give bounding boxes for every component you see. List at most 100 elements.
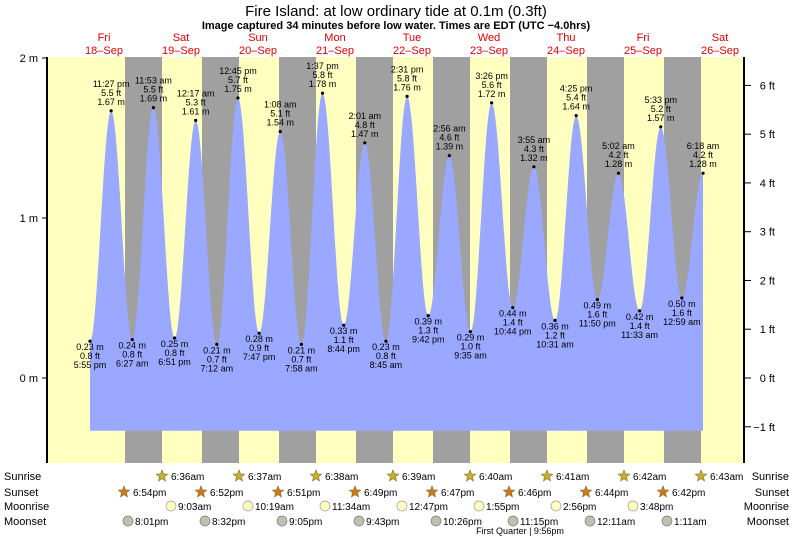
sunrise-time: 6:40am (479, 472, 512, 483)
sunset-time: 6:51pm (287, 488, 320, 499)
day-date: 19–Sep (162, 45, 200, 57)
tide-ft-label: 0.8 ft (80, 351, 101, 361)
left-axis-meters: 2 m 1 m 0 m (20, 53, 48, 385)
footer-row-label-left: Sunrise (4, 471, 41, 483)
tide-ft-label: 0.8 ft (376, 351, 397, 361)
tide-time-label: 6:18 am (687, 141, 720, 151)
tide-ft-label: 0.8 ft (165, 348, 186, 358)
tide-time-label: 2:31 pm (391, 64, 424, 74)
sunset-star-icon (579, 485, 593, 498)
high-tide-point (320, 91, 325, 95)
left-axis-line (46, 57, 48, 463)
tide-time-label: 12:17 am (177, 88, 215, 98)
tide-ft-label: 0.8 ft (122, 350, 143, 360)
tide-ft-label: 5.8 ft (397, 73, 418, 83)
moonrise-time: 3:48pm (640, 502, 673, 513)
tide-time-label: 12:45 pm (219, 66, 257, 76)
tide-time-label: 8:45 am (370, 360, 403, 370)
moonrise-time: 9:03am (178, 502, 211, 513)
tide-m-label: 0.29 m (457, 333, 485, 343)
low-tide-point (637, 309, 642, 313)
tide-time-label: 2:01 am (349, 111, 382, 121)
footer-row-label-right: Moonrise (744, 501, 789, 513)
low-tide-point (299, 342, 303, 346)
tide-time-label: 12:59 am (663, 317, 701, 327)
sunset-time: 6:52pm (210, 488, 243, 499)
left-tick-label: 1 m (20, 213, 38, 225)
moonset-time: 9:05pm (289, 517, 322, 528)
moonset-icon (507, 515, 519, 527)
moonset-icon (661, 515, 673, 527)
tide-time-label: 11:50 pm (579, 319, 616, 329)
day-name: Tue (403, 32, 422, 44)
tide-ft-label: 1.4 ft (503, 318, 524, 328)
sunset-star-icon (117, 485, 131, 498)
left-tick-label: 2 m (20, 53, 38, 65)
tide-m-label: 0.21 m (203, 345, 231, 355)
moonset-icon (199, 515, 211, 527)
sunset-star-icon (656, 485, 670, 498)
moonset-time: 1:11am (674, 517, 707, 528)
sunrise-time: 6:36am (171, 472, 204, 483)
moonset-time: 9:43pm (366, 517, 399, 528)
tide-time-label: 10:31 am (536, 339, 574, 349)
moon-phase: First Quarter | 9:56pm (476, 526, 564, 536)
sunrise-time: 6:41am (556, 472, 589, 483)
tide-ft-label: 0.7 ft (207, 354, 228, 364)
tide-time-label: 11:27 pm (93, 79, 130, 89)
tide-time-label: 2:56 am (433, 124, 466, 134)
right-tick-label: 0 ft (760, 373, 775, 385)
tide-time-label: 7:47 pm (243, 352, 276, 362)
sunrise-star-icon (386, 469, 400, 482)
day-name: Sat (712, 32, 729, 44)
low-tide-point (215, 342, 219, 346)
moonrise-icon (319, 500, 331, 512)
tide-time-label: 9:35 am (454, 351, 487, 361)
tide-ft-label: 5.7 ft (228, 75, 249, 85)
tide-ft-label: 4.6 ft (439, 133, 460, 143)
tide-ft-label: 5.2 ft (651, 104, 672, 114)
tide-ft-label: 1.4 ft (630, 321, 651, 331)
low-tide-point (172, 336, 177, 340)
right-tick-label: 4 ft (760, 178, 775, 190)
tide-ft-label: 5.3 ft (186, 97, 207, 107)
sunset-star-icon (271, 485, 285, 498)
tide-ft-label: 5.4 ft (566, 93, 587, 103)
footer-row-label-left: Sunset (4, 487, 38, 499)
day-name: Fri (98, 32, 111, 44)
sunset-time: 6:46pm (518, 488, 551, 499)
high-tide-point (447, 154, 451, 158)
sunset-time: 6:54pm (133, 488, 166, 499)
day-name: Wed (478, 32, 500, 44)
tide-m-label: 0.23 m (76, 342, 104, 352)
tide-ft-label: 5.6 ft (482, 80, 503, 90)
tide-ft-label: 5.5 ft (143, 85, 164, 95)
right-axis-line (743, 57, 745, 463)
tide-ft-label: 4.2 ft (608, 150, 629, 160)
tide-ft-label: 4.8 ft (355, 120, 376, 130)
tide-m-label: 1.47 m (351, 129, 379, 139)
right-tick-label: 6 ft (760, 80, 775, 92)
tide-time-label: 1:37 pm (306, 61, 339, 71)
tide-m-label: 1.72 m (478, 89, 506, 99)
moonset-time: 12:11am (597, 517, 635, 528)
footer-row-label-right: Sunset (755, 487, 789, 499)
tide-m-label: 1.76 m (393, 82, 421, 92)
tide-time-label: 9:42 pm (412, 335, 445, 345)
tide-time-label: 10:44 pm (494, 327, 532, 337)
sunrise-time: 6:37am (248, 472, 281, 483)
footer-row-label-right: Sunrise (752, 471, 789, 483)
high-tide-point (532, 165, 536, 169)
moonrise-time: 12:47pm (409, 502, 448, 513)
tide-time-label: 8:44 pm (327, 344, 360, 354)
day-name: Sun (248, 32, 268, 44)
sunset-star-icon (502, 485, 516, 498)
low-tide-point (595, 298, 599, 302)
high-tide-point (278, 130, 282, 134)
tide-m-label: 1.67 m (97, 97, 125, 107)
tide-ft-label: 0.9 ft (249, 343, 270, 353)
tide-time-label: 7:58 am (285, 363, 318, 373)
low-tide-point (511, 306, 515, 310)
tide-curve (90, 93, 703, 431)
tide-m-label: 1.57 m (647, 113, 675, 123)
